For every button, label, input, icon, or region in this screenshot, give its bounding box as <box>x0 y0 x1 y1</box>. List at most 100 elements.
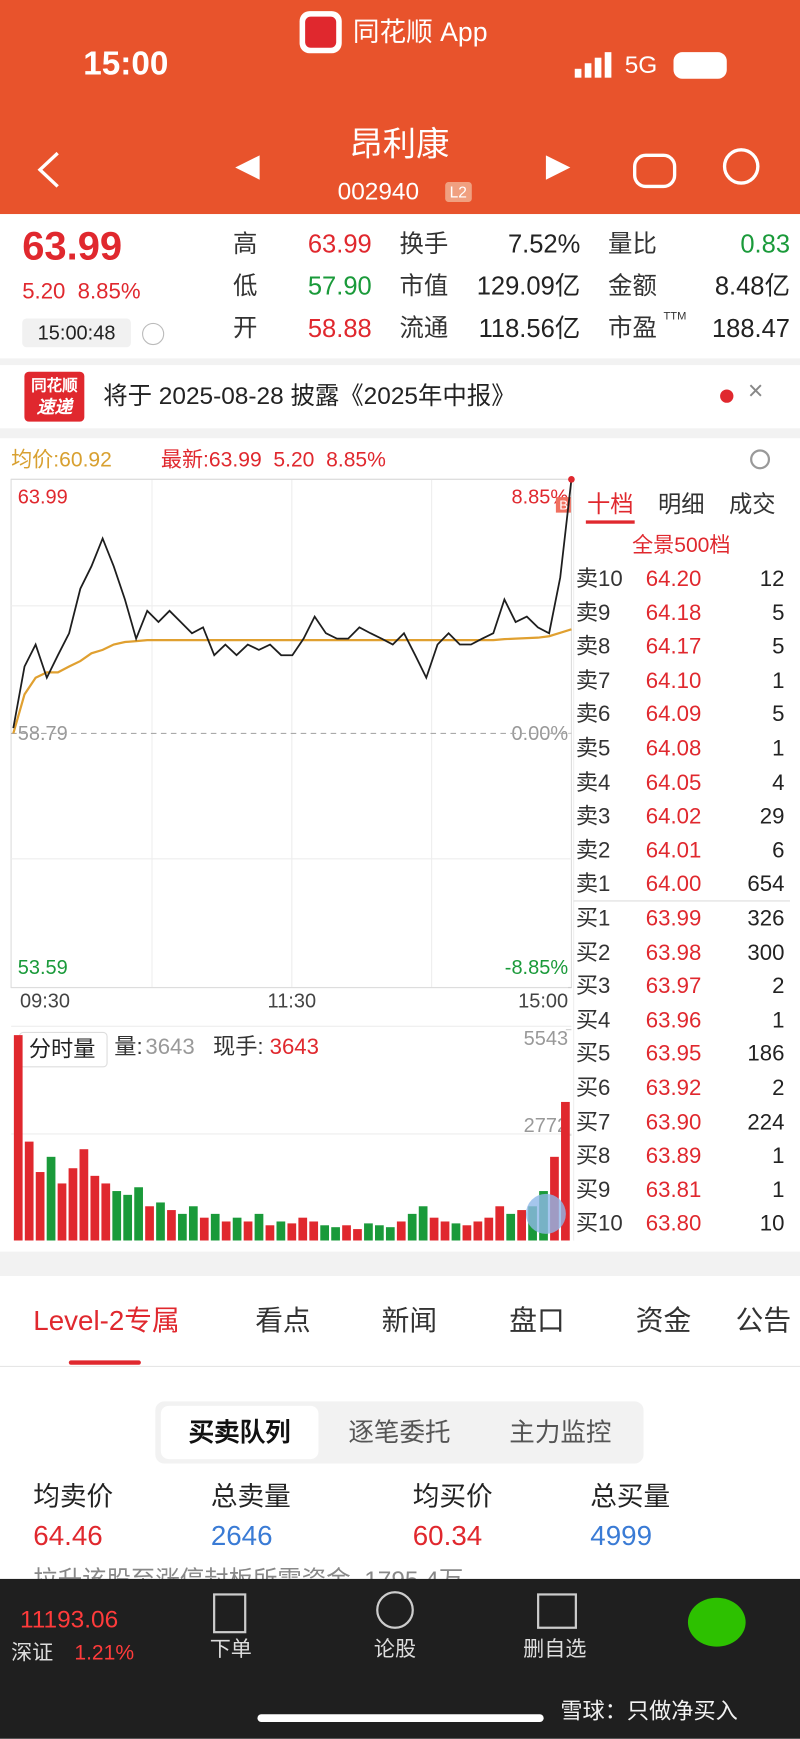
field-label: 低 <box>233 271 258 300</box>
tab[interactable]: 新闻 <box>381 1305 438 1337</box>
x-tick-label: 15:00 <box>518 989 569 1012</box>
book-price: 64.08 <box>645 736 702 762</box>
watchlist-icon[interactable] <box>537 1593 577 1629</box>
close-button[interactable]: × <box>747 376 764 407</box>
y-tick-label: 63.99 <box>17 485 68 509</box>
book-label: 买9 <box>575 1178 611 1203</box>
volume-bar <box>353 1229 362 1241</box>
field-label: 开 <box>233 314 258 342</box>
settings-icon[interactable] <box>750 449 771 470</box>
volume-bar <box>265 1225 275 1241</box>
book-label: 卖3 <box>575 804 611 830</box>
volume-bar <box>484 1217 494 1241</box>
avg-line <box>12 628 572 734</box>
book-price: 63.95 <box>645 1042 702 1067</box>
bottom-button[interactable]: 论股 <box>373 1638 417 1662</box>
book-price: 64.09 <box>645 702 702 728</box>
book-label: 卖9 <box>575 600 611 626</box>
back-button[interactable] <box>37 151 59 188</box>
tab-underline <box>68 1360 141 1365</box>
book-label: 卖7 <box>575 668 611 694</box>
search-icon[interactable] <box>722 148 760 185</box>
book-label: 买8 <box>575 1144 611 1169</box>
volume-bar <box>407 1213 417 1241</box>
volume-bar <box>35 1172 45 1241</box>
volume-bar <box>210 1213 220 1241</box>
index-name: 深证 <box>11 1641 54 1665</box>
volume-bar <box>178 1213 187 1241</box>
book-price: 63.98 <box>645 940 702 965</box>
prev-button[interactable] <box>235 155 260 180</box>
tab[interactable]: Level-2专属 <box>33 1305 180 1337</box>
zoom-button[interactable] <box>525 1193 566 1234</box>
stat-value: 60.34 <box>412 1520 483 1552</box>
volume-bar <box>375 1225 384 1241</box>
stock-name: 昂利康 <box>349 126 450 164</box>
discuss-icon[interactable] <box>376 1591 414 1629</box>
book-label: 卖8 <box>575 634 611 660</box>
y-tick-label: 5543 <box>523 1027 569 1050</box>
brand-logo <box>24 371 85 422</box>
segment-selected[interactable] <box>160 1405 319 1460</box>
book-volume: 186 <box>747 1042 785 1067</box>
stat-value: 64.46 <box>33 1520 103 1552</box>
volume-bar <box>396 1221 406 1241</box>
volume-bar <box>506 1213 516 1241</box>
volume-bar <box>331 1227 340 1241</box>
order-icon[interactable] <box>213 1593 247 1634</box>
book-tab[interactable]: 成交 <box>728 492 776 518</box>
sub-tab[interactable]: 买卖队列 <box>188 1417 291 1447</box>
volume-bar <box>429 1217 439 1241</box>
book-tab[interactable]: 十档 <box>586 492 634 518</box>
book-price: 64.01 <box>645 838 702 864</box>
tab-underline <box>585 520 635 524</box>
volume-bar <box>156 1202 165 1241</box>
book-tab[interactable]: 明细 <box>657 492 705 518</box>
volume-bar <box>342 1225 351 1241</box>
field-value: 188.47 <box>711 313 791 343</box>
tab[interactable]: 公告 <box>735 1305 792 1337</box>
volume-label: 量: <box>114 1035 143 1060</box>
volume-bar <box>385 1227 395 1241</box>
volume-bar <box>451 1223 461 1241</box>
book-volume: 29 <box>759 804 785 830</box>
robot-icon[interactable] <box>633 153 677 189</box>
book-volume: 5 <box>772 600 785 626</box>
volume-bar <box>123 1194 133 1241</box>
sub-tab[interactable]: 逐笔委托 <box>348 1417 451 1447</box>
next-button[interactable] <box>545 155 571 180</box>
index-value: 11193.06 <box>19 1605 119 1634</box>
stat-label: 均卖价 <box>33 1482 114 1513</box>
volume-bar <box>364 1223 373 1241</box>
volume-bar <box>298 1217 308 1241</box>
y2-tick-label: 0.00% <box>511 722 569 745</box>
signal-icon <box>574 52 612 78</box>
app-icon <box>299 11 342 54</box>
volume-value: 3643 <box>145 1035 195 1060</box>
header-bg <box>0 0 800 215</box>
book-volume: 1 <box>772 1144 785 1169</box>
sub-tab[interactable]: 主力监控 <box>509 1417 612 1447</box>
wechat-icon[interactable] <box>687 1597 746 1647</box>
tab[interactable]: 资金 <box>635 1305 692 1337</box>
volume-bar <box>309 1221 319 1241</box>
stat-label: 均买价 <box>412 1482 493 1513</box>
watermark: 雪球：只做净买入 <box>560 1699 738 1725</box>
volume-bar <box>221 1221 231 1241</box>
home-indicator <box>257 1714 544 1723</box>
tab[interactable]: 盘口 <box>509 1305 565 1337</box>
bottom-button[interactable]: 删自选 <box>523 1638 587 1662</box>
volume-bar <box>276 1221 286 1241</box>
notice-text[interactable]: 将于 2025-08-28 披露《2025年中报》 <box>103 381 516 410</box>
book-label: 卖2 <box>575 838 611 864</box>
book-label: 卖6 <box>575 702 611 728</box>
tab[interactable]: 看点 <box>255 1305 311 1337</box>
volume-bar <box>57 1183 67 1241</box>
y-tick-label: 2772 <box>523 1113 569 1137</box>
volume-bar <box>561 1101 570 1241</box>
bottom-button[interactable]: 下单 <box>209 1638 252 1662</box>
book-price: 63.99 <box>645 906 702 931</box>
volume-bar <box>46 1156 56 1241</box>
